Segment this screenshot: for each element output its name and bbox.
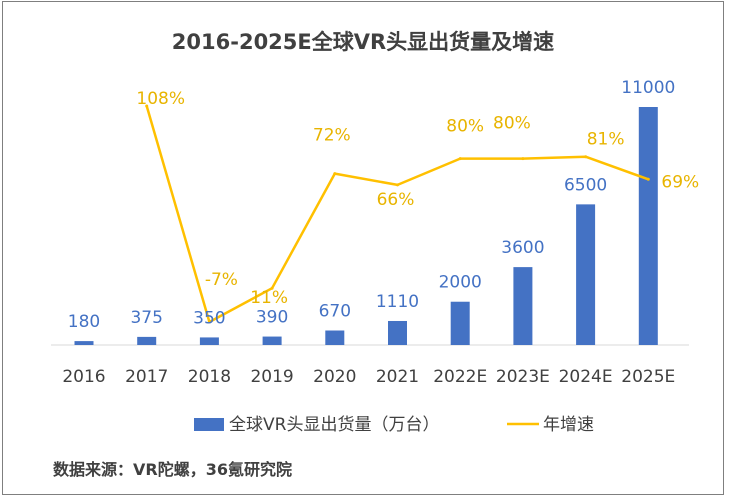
growth-point-2020 bbox=[333, 172, 337, 176]
legend-bar-label: 全球VR头显出货量（万台） bbox=[229, 415, 439, 435]
x-tick-2018: 2018 bbox=[188, 367, 231, 387]
growth-point-2025E bbox=[646, 177, 650, 181]
growth-label-2021: 66% bbox=[377, 190, 415, 210]
line-group bbox=[145, 104, 650, 324]
growth-point-2019 bbox=[270, 286, 274, 290]
legend: 全球VR头显出货量（万台） 年增速 bbox=[194, 415, 594, 435]
chart-frame: 2016-2025E全球VR头显出货量及增速 180 375 350 390 670 11… bbox=[2, 1, 724, 495]
growth-point-2022E bbox=[458, 157, 462, 161]
bar-2021 bbox=[388, 320, 407, 345]
x-tick-2024E: 2024E bbox=[559, 367, 613, 387]
legend-bar-swatch bbox=[194, 418, 224, 431]
bar-2024E bbox=[576, 204, 596, 345]
bar-2019 bbox=[262, 336, 282, 345]
growth-point-2024E bbox=[584, 155, 588, 159]
growth-label-2019: 11% bbox=[250, 288, 288, 308]
bar-2022E bbox=[450, 301, 470, 345]
bar-label-2022E: 2000 bbox=[439, 273, 482, 293]
x-tick-2025E: 2025E bbox=[621, 367, 675, 387]
bar-2025E bbox=[638, 107, 658, 345]
chart-title: 2016-2025E全球VR头显出货量及增速 bbox=[172, 30, 554, 54]
x-ticks-group: 2016 2017 2018 2019 2020 2021 2022E 2023E 2024E 2… bbox=[62, 367, 675, 387]
bar-label-2019: 390 bbox=[256, 308, 288, 328]
bar-label-2021: 1110 bbox=[376, 292, 419, 312]
bar-label-2020: 670 bbox=[319, 302, 351, 322]
x-tick-2020: 2020 bbox=[313, 367, 356, 387]
growth-point-2023E bbox=[521, 157, 525, 161]
chart-svg: 2016-2025E全球VR头显出货量及增速 180 375 350 390 670 11… bbox=[51, 30, 699, 479]
legend-line-label: 年增速 bbox=[543, 415, 594, 435]
x-tick-2023E: 2023E bbox=[496, 367, 550, 387]
growth-point-2021 bbox=[396, 183, 399, 187]
x-tick-2017: 2017 bbox=[125, 367, 168, 387]
growth-label-2023E: 80% bbox=[493, 114, 531, 134]
bar-label-2018: 350 bbox=[193, 308, 225, 328]
source-note: 数据来源：VR陀螺，36氪研究院 bbox=[53, 460, 292, 479]
growth-label-2024E: 81% bbox=[587, 130, 625, 150]
growth-label-2018: -7% bbox=[205, 270, 238, 290]
growth-point-2017 bbox=[145, 104, 149, 108]
x-tick-2019: 2019 bbox=[250, 367, 293, 387]
bar-2018 bbox=[199, 337, 219, 345]
x-tick-2022E: 2022E bbox=[433, 367, 487, 387]
bars-group bbox=[74, 107, 658, 345]
bar-2017 bbox=[137, 336, 157, 345]
x-tick-2021: 2021 bbox=[376, 367, 419, 387]
bar-2023E bbox=[513, 267, 533, 345]
growth-label-2025E: 69% bbox=[661, 172, 699, 192]
bar-2020 bbox=[325, 330, 345, 345]
bar-2016 bbox=[74, 341, 94, 345]
bar-label-2024E: 6500 bbox=[564, 175, 607, 195]
labels-group: 180 375 350 390 670 1110 2000 3600 6500 11000 108%… bbox=[68, 78, 699, 332]
bar-label-2023E: 3600 bbox=[501, 238, 544, 258]
growth-label-2017: 108% bbox=[136, 89, 185, 109]
bar-label-2016: 180 bbox=[68, 312, 100, 332]
x-tick-2016: 2016 bbox=[62, 367, 105, 387]
growth-label-2022E: 80% bbox=[446, 117, 484, 137]
growth-point-2018 bbox=[207, 320, 211, 324]
bar-label-2017: 375 bbox=[130, 308, 162, 328]
growth-label-2020: 72% bbox=[313, 126, 351, 146]
bar-label-2025E: 11000 bbox=[621, 78, 675, 98]
